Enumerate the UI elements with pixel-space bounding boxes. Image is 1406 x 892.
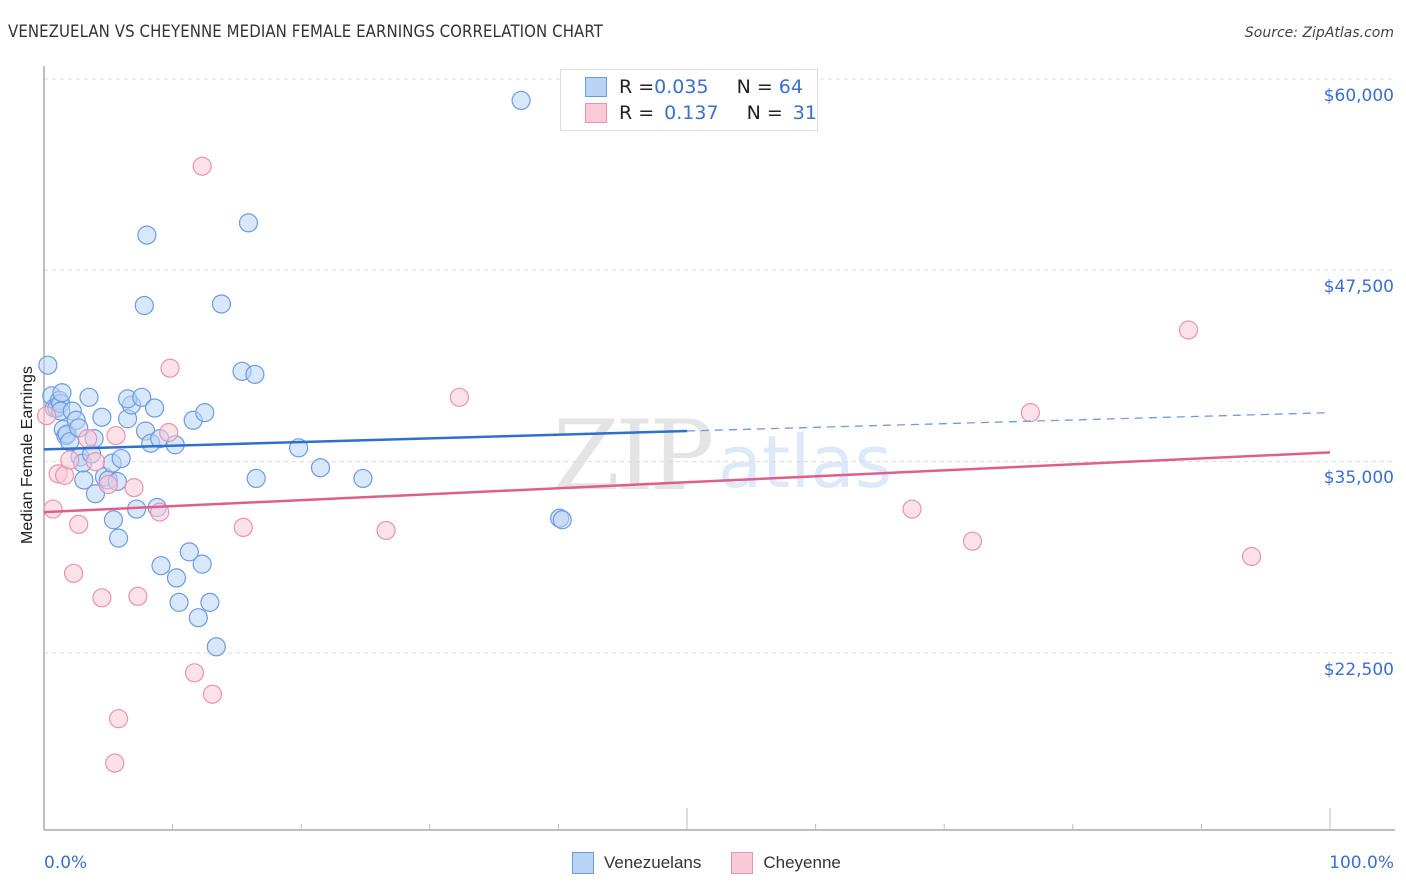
data-point <box>160 358 180 378</box>
legend-item-venezuelans[interactable]: Venezuelans <box>572 852 701 874</box>
data-point <box>552 510 572 530</box>
y-tick-60000: $60,000 <box>1323 86 1394 106</box>
data-point <box>206 637 226 657</box>
data-point <box>238 213 259 233</box>
data-point <box>52 383 72 403</box>
data-point <box>188 608 208 628</box>
data-point <box>85 452 106 472</box>
axes <box>43 66 1395 831</box>
data-point <box>128 586 148 606</box>
data-point <box>1178 320 1199 340</box>
y-axis-label: Median Female Earnings <box>19 366 36 544</box>
data-point <box>108 528 129 548</box>
r-label: R = <box>619 102 655 124</box>
data-point <box>69 514 89 534</box>
series-legend: Venezuelans Cheyenne <box>572 852 871 874</box>
data-point <box>962 531 983 551</box>
data-point <box>195 403 215 423</box>
n-value: 64 <box>778 76 803 98</box>
x-tick-100: 100.0% <box>1329 853 1394 873</box>
data-point <box>79 387 99 407</box>
data-point <box>151 556 171 576</box>
legend-row-venezuelans: R = 0.035 N = 64 <box>585 75 803 99</box>
data-point <box>36 406 57 426</box>
r-value: 0.137 <box>664 102 719 124</box>
r-value: 0.035 <box>654 76 709 98</box>
watermark-zip: ZIP <box>553 400 714 512</box>
data-point <box>169 592 189 612</box>
data-point <box>106 425 126 446</box>
source-label: Source: ZipAtlas.com <box>1244 25 1394 41</box>
y-tick-35000: $35,000 <box>1323 468 1394 488</box>
data-point <box>124 478 144 498</box>
x-tick-0: 0.0% <box>44 853 88 873</box>
n-label: N = <box>736 76 773 98</box>
data-point <box>1241 546 1262 567</box>
data-point <box>1020 403 1040 423</box>
data-point <box>111 448 131 469</box>
data-point <box>192 156 212 176</box>
venezuelans-trend-line <box>43 429 688 451</box>
venezuelans-points <box>38 90 572 657</box>
data-point <box>159 422 179 443</box>
y-tick-47500: $47,500 <box>1323 277 1394 297</box>
data-point <box>38 355 58 375</box>
venezuelans-swatch-icon <box>585 77 607 97</box>
legend-label: Venezuelans <box>604 853 702 872</box>
data-point <box>166 568 187 588</box>
y-tick-22500: $22,500 <box>1323 660 1394 680</box>
data-point <box>179 542 199 562</box>
data-point <box>184 663 205 683</box>
data-point <box>108 709 129 729</box>
legend-row-cheyenne: R = 0.137 N = 31 <box>585 101 817 125</box>
venezuelans-legend-icon <box>572 852 594 874</box>
data-point <box>310 458 331 478</box>
data-point <box>246 468 266 489</box>
data-point <box>144 398 165 418</box>
trend-lines <box>43 411 1331 514</box>
data-point <box>353 468 373 489</box>
data-point <box>202 684 223 704</box>
cheyenne-swatch-icon <box>585 103 607 123</box>
data-point <box>43 499 63 519</box>
cheyenne-legend-icon <box>731 852 754 874</box>
data-point <box>137 225 157 245</box>
data-point <box>105 753 125 773</box>
data-point <box>74 470 94 490</box>
r-label: R = <box>619 76 655 98</box>
venezuelans-trend-extension <box>686 411 1331 432</box>
data-point <box>63 563 84 583</box>
data-point <box>92 407 112 427</box>
data-point <box>134 295 154 316</box>
data-point <box>192 554 212 574</box>
legend-label: Cheyenne <box>763 853 841 872</box>
chart-title: VENEZUELAN VS CHEYENNE MEDIAN FEMALE EAR… <box>8 22 603 42</box>
data-point <box>376 520 396 541</box>
n-value: 31 <box>792 102 817 124</box>
data-point <box>103 510 124 530</box>
data-point <box>902 499 922 519</box>
correlation-legend: R = 0.035 N = 64 R = 0.137 N = 31 <box>560 69 818 131</box>
data-point <box>449 387 469 407</box>
cheyenne-trend-line <box>43 451 1331 514</box>
n-label: N = <box>746 102 783 124</box>
data-point <box>233 517 253 538</box>
data-point <box>60 450 80 470</box>
data-point <box>511 90 531 111</box>
cheyenne-points <box>36 156 1262 773</box>
data-point <box>211 294 232 314</box>
data-point <box>92 588 112 608</box>
legend-item-cheyenne[interactable]: Cheyenne <box>731 852 841 874</box>
data-point <box>78 429 98 449</box>
data-point <box>132 387 152 407</box>
data-point <box>245 364 265 384</box>
data-point <box>98 474 118 495</box>
data-point <box>200 592 220 612</box>
